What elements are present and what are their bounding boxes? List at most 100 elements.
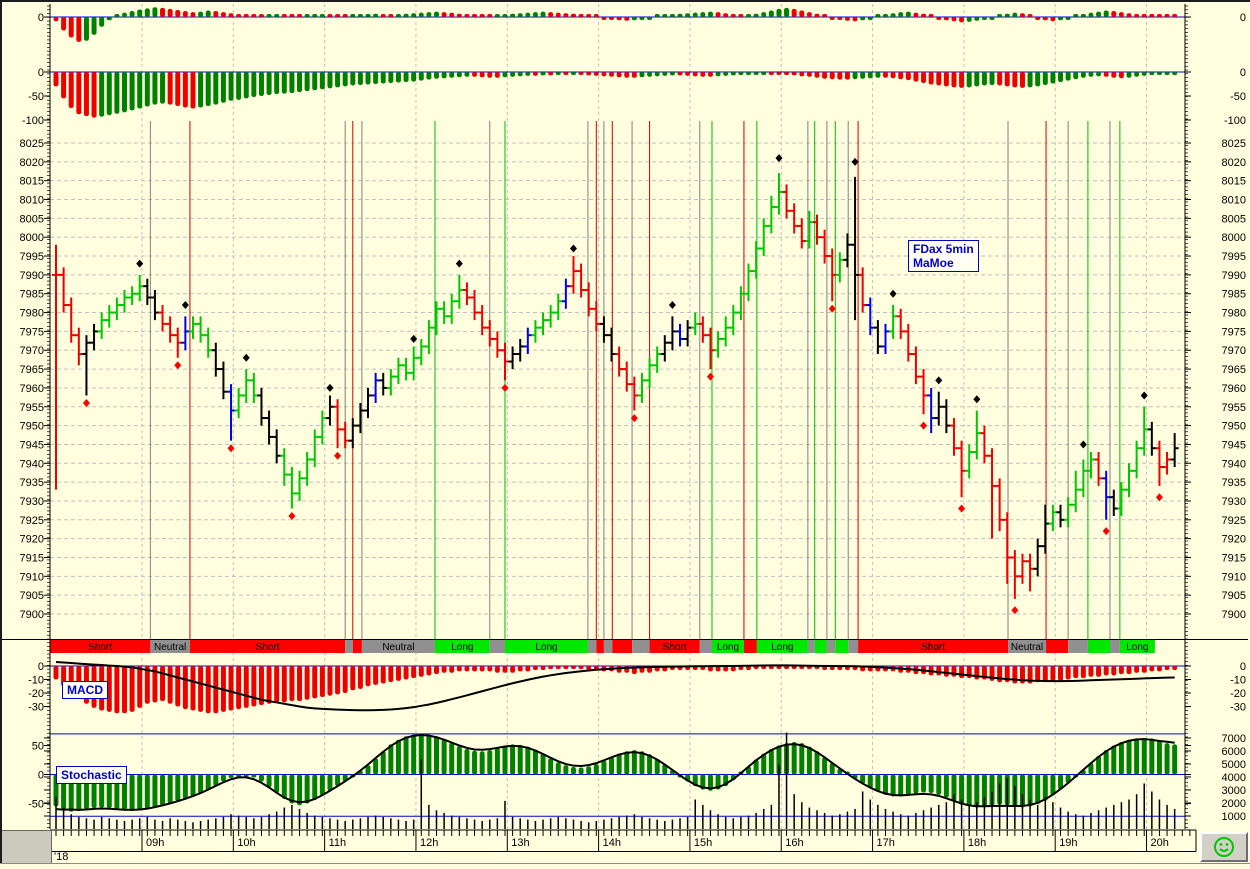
svg-text:7950: 7950 — [20, 421, 44, 433]
price-axis-labels: 7900 7900 7905 7905 7910 7910 7915 7915 7920 7920… — [20, 138, 1246, 621]
svg-text:8015: 8015 — [20, 176, 44, 188]
svg-text:Neutral: Neutral — [1011, 642, 1043, 653]
svg-text:4000: 4000 — [1222, 772, 1246, 784]
price-gridlines — [50, 142, 1185, 615]
svg-text:8015: 8015 — [1222, 176, 1246, 188]
svg-text:Short: Short — [256, 642, 280, 653]
svg-text:0: 0 — [1240, 661, 1246, 673]
svg-text:Short: Short — [663, 642, 687, 653]
svg-text:7925: 7925 — [20, 515, 44, 527]
svg-text:1000: 1000 — [1222, 811, 1246, 823]
svg-text:7955: 7955 — [20, 402, 44, 414]
svg-text:7980: 7980 — [1222, 308, 1246, 320]
svg-text:7975: 7975 — [1222, 326, 1246, 338]
svg-text:Long: Long — [717, 642, 739, 653]
stochastic-label-box: Stochastic — [56, 766, 127, 784]
svg-text:-30: -30 — [28, 702, 44, 714]
svg-text:6000: 6000 — [1222, 746, 1246, 758]
svg-text:09h: 09h — [146, 837, 164, 849]
svg-text:20h: 20h — [1151, 837, 1169, 849]
svg-text:Long: Long — [1126, 642, 1148, 653]
svg-text:7965: 7965 — [1222, 364, 1246, 376]
window-border-left — [0, 0, 2, 864]
svg-text:8010: 8010 — [20, 195, 44, 207]
svg-text:0: 0 — [1240, 12, 1246, 24]
svg-text:0: 0 — [38, 770, 44, 782]
stochastic-histogram — [53, 733, 1178, 812]
svg-text:8000: 8000 — [1222, 232, 1246, 244]
svg-text:7955: 7955 — [1222, 402, 1246, 414]
svg-text:8005: 8005 — [20, 213, 44, 225]
svg-text:7905: 7905 — [1222, 590, 1246, 602]
svg-text:7995: 7995 — [20, 251, 44, 263]
svg-text:-30: -30 — [1230, 702, 1246, 714]
swing-high-markers — [136, 154, 1148, 449]
svg-text:3000: 3000 — [1222, 785, 1246, 797]
svg-text:7940: 7940 — [20, 458, 44, 470]
svg-text:0: 0 — [38, 661, 44, 673]
svg-text:Neutral: Neutral — [154, 642, 186, 653]
svg-text:7940: 7940 — [1222, 458, 1246, 470]
indicator-name: MaMoe — [913, 256, 954, 270]
svg-text:0: 0 — [1240, 67, 1246, 79]
svg-text:8005: 8005 — [1222, 213, 1246, 225]
svg-text:-10: -10 — [1230, 675, 1246, 687]
svg-text:Short: Short — [921, 642, 945, 653]
svg-text:8010: 8010 — [1222, 195, 1246, 207]
smiley-icon — [1214, 837, 1234, 857]
svg-text:13h: 13h — [511, 837, 529, 849]
svg-text:12h: 12h — [420, 837, 438, 849]
instrument-label-box: FDax 5min MaMoe — [908, 240, 979, 272]
svg-text:-50: -50 — [28, 799, 44, 811]
smiley-button[interactable] — [1200, 832, 1248, 862]
svg-text:0: 0 — [38, 12, 44, 24]
svg-text:8025: 8025 — [20, 138, 44, 150]
svg-text:Short: Short — [88, 642, 112, 653]
svg-text:Neutral: Neutral — [382, 642, 414, 653]
svg-text:7935: 7935 — [20, 477, 44, 489]
svg-text:7000: 7000 — [1222, 733, 1246, 745]
svg-text:Long: Long — [535, 642, 557, 653]
svg-text:7905: 7905 — [20, 590, 44, 602]
macd-histogram — [53, 666, 1178, 714]
svg-text:7910: 7910 — [20, 571, 44, 583]
svg-text:7935: 7935 — [1222, 477, 1246, 489]
svg-text:7900: 7900 — [20, 609, 44, 621]
svg-text:7985: 7985 — [20, 289, 44, 301]
svg-text:14h: 14h — [603, 837, 621, 849]
svg-text:-20: -20 — [28, 688, 44, 700]
svg-text:7920: 7920 — [20, 534, 44, 546]
svg-text:7970: 7970 — [1222, 345, 1246, 357]
svg-text:7980: 7980 — [20, 308, 44, 320]
svg-text:-50: -50 — [1230, 91, 1246, 103]
macd-label-box: MACD — [62, 681, 108, 699]
svg-text:2000: 2000 — [1222, 798, 1246, 810]
svg-text:7990: 7990 — [1222, 270, 1246, 282]
svg-text:7985: 7985 — [1222, 289, 1246, 301]
axis-corner-panel — [0, 830, 52, 864]
svg-text:7915: 7915 — [20, 552, 44, 564]
svg-text:19h: 19h — [1059, 837, 1077, 849]
svg-text:11h: 11h — [329, 837, 347, 849]
svg-text:15h: 15h — [694, 837, 712, 849]
svg-text:7995: 7995 — [1222, 251, 1246, 263]
svg-text:7960: 7960 — [1222, 383, 1246, 395]
svg-text:7915: 7915 — [1222, 552, 1246, 564]
time-axis: 09h 10h 11h 12h 13h 14h 15h 16h 17h 18h 19h 20h — [49, 829, 1197, 852]
macd-line — [55, 660, 1175, 712]
svg-text:10h: 10h — [237, 837, 255, 849]
window-border-top — [0, 0, 1250, 2]
svg-text:-10: -10 — [28, 675, 44, 687]
svg-text:7925: 7925 — [1222, 515, 1246, 527]
svg-text:8000: 8000 — [20, 232, 44, 244]
svg-text:8020: 8020 — [20, 157, 44, 169]
year-label: '18 — [54, 851, 69, 863]
svg-text:7930: 7930 — [20, 496, 44, 508]
svg-text:7900: 7900 — [1222, 609, 1246, 621]
svg-text:7990: 7990 — [20, 270, 44, 282]
svg-text:5000: 5000 — [1222, 759, 1246, 771]
osc1-histogram — [53, 7, 1178, 42]
indicator-axis-labels: 0 00 0-50 -50-100 -1000 0-10 -10-20 -20-30 -3050… — [22, 12, 1246, 823]
svg-text:-50: -50 — [28, 91, 44, 103]
